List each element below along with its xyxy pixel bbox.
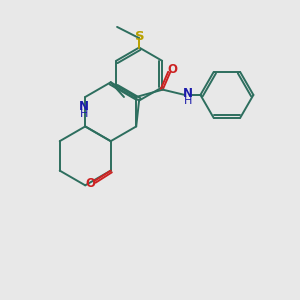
Text: H: H (184, 96, 193, 106)
Text: S: S (135, 30, 145, 43)
Text: H: H (80, 109, 88, 119)
Text: N: N (79, 100, 89, 113)
Text: O: O (167, 63, 177, 76)
Text: O: O (85, 177, 95, 190)
Text: N: N (183, 87, 193, 100)
